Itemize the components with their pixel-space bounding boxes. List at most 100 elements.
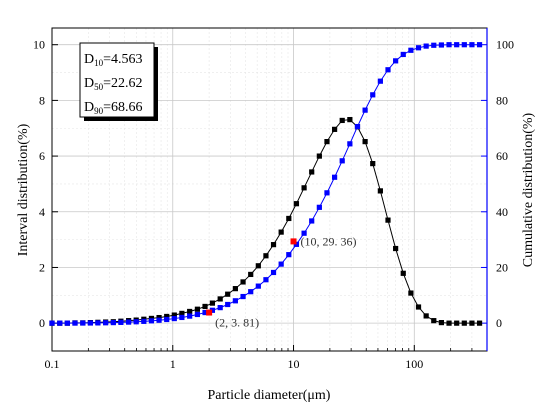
stat-d90: D90=68.66 bbox=[84, 100, 143, 116]
series-point bbox=[423, 43, 429, 49]
series-point bbox=[232, 286, 238, 292]
x-tick-label: 1 bbox=[170, 357, 176, 371]
series-point bbox=[438, 42, 445, 48]
series-point bbox=[263, 277, 269, 283]
y-right-tick-label: 20 bbox=[496, 260, 508, 274]
series-point bbox=[293, 201, 300, 207]
series-point bbox=[255, 263, 261, 269]
series-point bbox=[171, 312, 177, 318]
series-point bbox=[362, 139, 368, 145]
series-point bbox=[324, 190, 330, 196]
series-point bbox=[393, 245, 399, 252]
series-point bbox=[110, 320, 116, 326]
series-point bbox=[278, 229, 284, 235]
highlight-label: (2, 3. 81) bbox=[215, 316, 259, 330]
series-point bbox=[461, 320, 467, 326]
series-point bbox=[118, 319, 124, 325]
series-point bbox=[103, 320, 109, 326]
stats-box-frame bbox=[79, 42, 155, 118]
series-point bbox=[461, 42, 467, 48]
x-axis-title: Particle diameter(μm) bbox=[208, 388, 331, 403]
series-point bbox=[454, 42, 460, 48]
series-point bbox=[217, 305, 223, 311]
series-point bbox=[316, 153, 322, 159]
series-point bbox=[255, 283, 261, 289]
series-point bbox=[194, 311, 201, 318]
series-point bbox=[87, 320, 94, 326]
series-point bbox=[286, 252, 292, 258]
series-point bbox=[156, 317, 162, 323]
y-left-tick-label: 8 bbox=[39, 93, 45, 107]
series-point bbox=[469, 42, 475, 48]
series-point bbox=[324, 139, 330, 145]
series-point bbox=[438, 320, 445, 326]
series-point bbox=[80, 320, 86, 326]
series-point bbox=[248, 289, 254, 295]
series-point bbox=[209, 307, 216, 313]
series-point bbox=[415, 304, 422, 310]
series-point bbox=[95, 320, 101, 326]
series-cumulative bbox=[49, 42, 483, 326]
stats-box: D10=4.563 D50=22.62 D90=68.66 bbox=[79, 42, 158, 121]
series-point bbox=[469, 320, 475, 326]
y-axis-title-right: Cumulative distribution(%) bbox=[521, 112, 536, 267]
series-point bbox=[476, 42, 483, 48]
series-point bbox=[57, 320, 63, 326]
series-point bbox=[202, 303, 208, 310]
series-point bbox=[133, 319, 139, 325]
highlight-layer: (2, 3. 81) (10, 29. 36) bbox=[206, 234, 357, 330]
series-point bbox=[415, 45, 422, 51]
series-point bbox=[202, 309, 208, 316]
series-point bbox=[148, 318, 155, 324]
series-point bbox=[164, 313, 170, 320]
series-point bbox=[217, 296, 223, 302]
series-point bbox=[347, 117, 353, 123]
series-point bbox=[339, 117, 345, 124]
series-point bbox=[187, 313, 193, 319]
series-point bbox=[454, 320, 460, 326]
series-point bbox=[309, 169, 315, 175]
series-point bbox=[431, 42, 437, 48]
series-point bbox=[347, 141, 353, 147]
y-left-tick-label: 0 bbox=[39, 316, 45, 330]
series-point bbox=[400, 51, 406, 58]
series-point bbox=[476, 320, 483, 326]
series-point bbox=[49, 320, 55, 326]
y-right-tick-label: 40 bbox=[496, 205, 508, 219]
series-point bbox=[331, 174, 338, 180]
y-left-tick-label: 6 bbox=[39, 149, 45, 163]
series-interval bbox=[49, 117, 483, 326]
y-right-tick-label: 100 bbox=[496, 38, 514, 52]
y-left-tick-label: 2 bbox=[39, 260, 45, 274]
series-layer bbox=[49, 42, 483, 326]
series-point bbox=[171, 315, 177, 322]
series-point bbox=[446, 320, 452, 326]
series-point bbox=[339, 158, 345, 164]
series-point bbox=[248, 271, 254, 278]
x-tick-label: 10 bbox=[288, 357, 300, 371]
series-point bbox=[377, 78, 383, 84]
series-point bbox=[225, 291, 231, 297]
series-point bbox=[362, 107, 368, 113]
series-point bbox=[270, 242, 277, 248]
series-point bbox=[377, 188, 383, 194]
series-point bbox=[370, 92, 376, 98]
series-point bbox=[209, 300, 216, 306]
series-point bbox=[408, 47, 414, 53]
series-point bbox=[431, 318, 437, 324]
series-point bbox=[286, 215, 292, 222]
series-point bbox=[240, 279, 246, 285]
stat-d10: D10=4.563 bbox=[84, 52, 143, 68]
series-point bbox=[179, 314, 185, 321]
series-point bbox=[446, 42, 452, 48]
x-tick-label: 0.1 bbox=[45, 357, 60, 371]
series-point bbox=[354, 123, 361, 130]
series-point bbox=[194, 306, 201, 312]
series-point bbox=[156, 314, 162, 321]
series-point bbox=[309, 218, 315, 224]
highlight-label: (10, 29. 36) bbox=[301, 234, 357, 248]
series-point bbox=[393, 58, 399, 64]
